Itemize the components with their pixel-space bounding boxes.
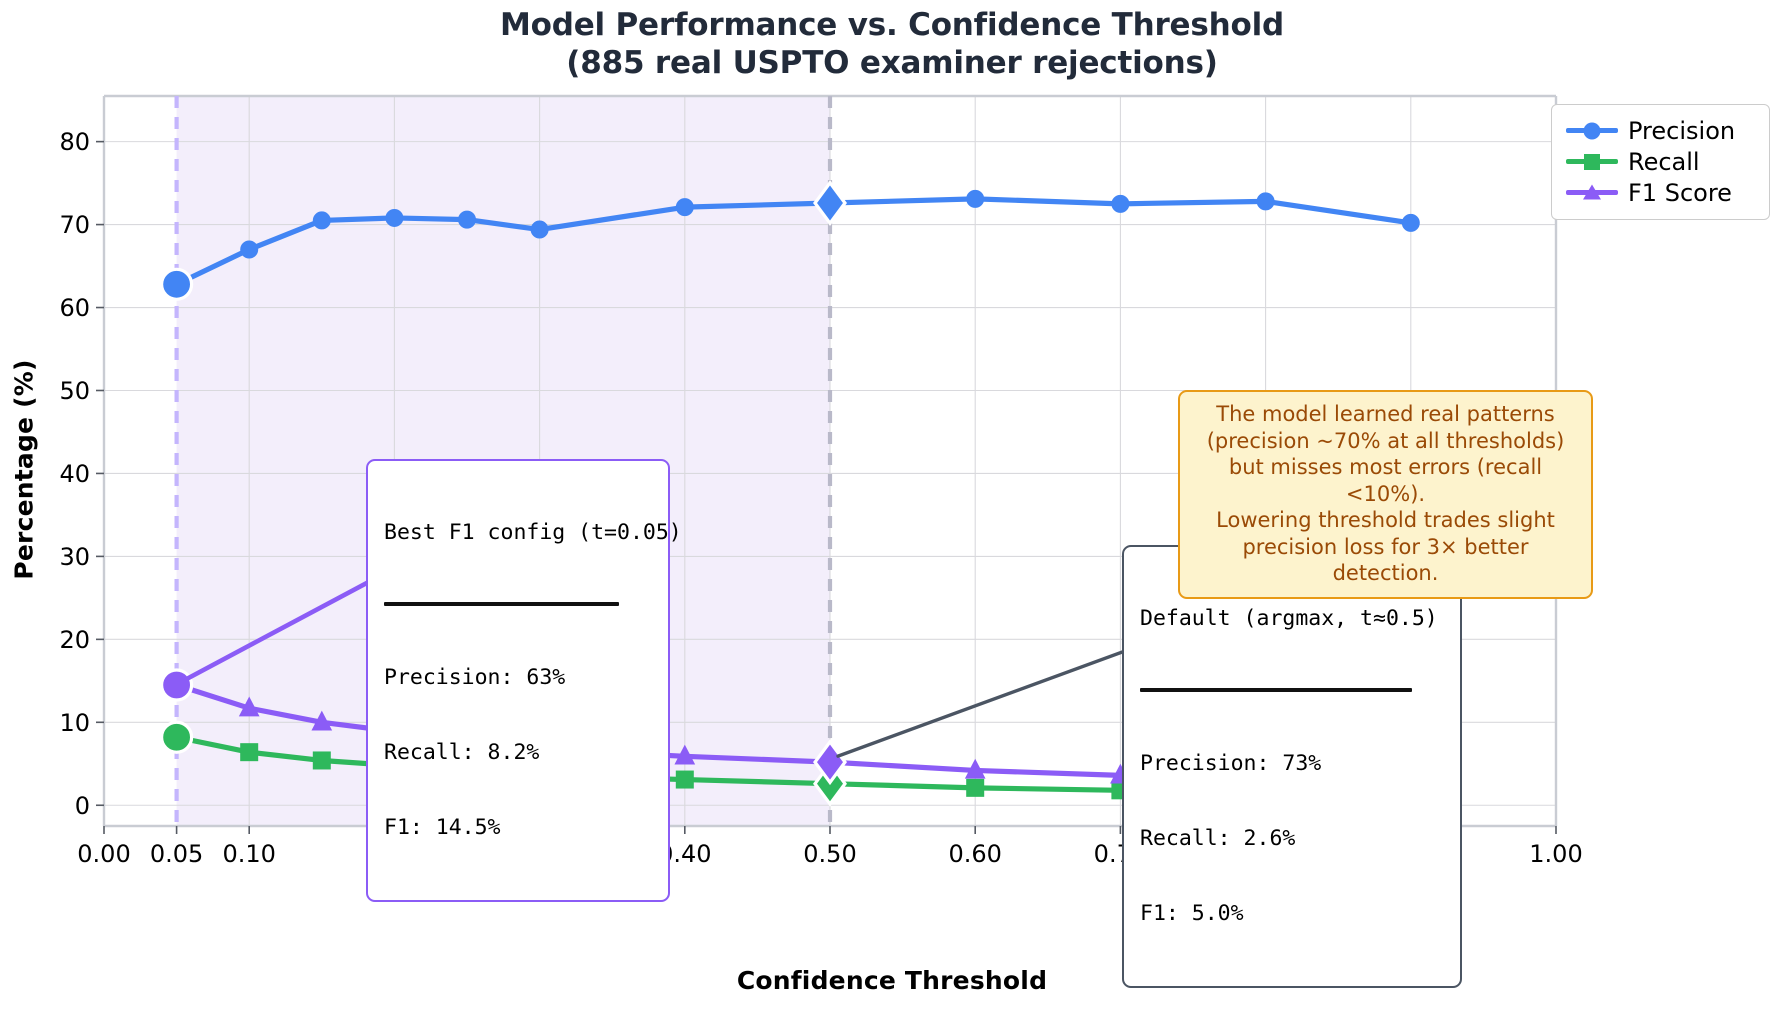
data-point-precision <box>312 211 331 230</box>
data-point-precision <box>458 210 476 229</box>
note-line-5: precision loss for 3× better detection. <box>1242 534 1529 586</box>
chart-title-line1: Model Performance vs. Confidence Thresho… <box>499 7 1285 43</box>
data-point-precision <box>966 189 985 208</box>
data-point-f1-score <box>674 744 696 765</box>
y-tick-label: 30 <box>59 543 90 571</box>
note-line-3: but misses most errors (recall <10%). <box>1228 455 1543 506</box>
data-point-precision <box>1401 213 1420 232</box>
data-point-precision <box>385 208 404 227</box>
default-precision: Precision: 73% <box>1140 751 1322 776</box>
y-tick-label: 0 <box>75 792 90 820</box>
data-point-precision <box>240 240 259 259</box>
x-tick-label: 0.60 <box>948 840 1001 868</box>
highlight-marker-default-precision <box>813 180 847 226</box>
annotation-default-argmax: Default (argmax, t≈0.5) Precision: 73% R… <box>1122 545 1462 988</box>
page-title: Model Performance vs. Confidence Thresho… <box>0 6 1784 82</box>
highlight-marker-best-f1-recall <box>160 720 194 754</box>
y-axis-label: Percentage (%) <box>9 359 39 580</box>
default-f1: F1: 5.0% <box>1140 901 1244 926</box>
best-f1-header: Best F1 config (t=0.05) <box>384 520 682 545</box>
chart-legend: Precision Recall F1 Score <box>1551 104 1770 220</box>
best-f1-f1: F1: 14.5% <box>384 815 501 840</box>
data-point-f1-score <box>311 710 333 731</box>
default-recall: Recall: 2.6% <box>1140 826 1296 851</box>
default-header: Default (argmax, t≈0.5) <box>1140 606 1438 631</box>
y-tick-label: 70 <box>59 211 90 239</box>
note-line-4: Lowering threshold trades slight <box>1216 508 1555 532</box>
highlight-marker-best-f1-precision <box>160 267 194 301</box>
y-tick-label: 60 <box>59 294 90 322</box>
data-point-recall <box>240 743 259 762</box>
chart-title-line2: (885 real USPTO examiner rejections) <box>566 45 1218 81</box>
legend-label-f1-score: F1 Score <box>1628 178 1732 207</box>
data-point-recall <box>966 778 985 797</box>
y-tick-label: 40 <box>59 460 90 488</box>
data-point-f1-score <box>964 758 986 779</box>
y-tick-label: 50 <box>59 377 90 405</box>
note-line-2: (precision ~70% at all thresholds) <box>1206 428 1565 453</box>
highlight-marker-best-f1-f1-score <box>160 668 194 702</box>
data-point-precision <box>1256 192 1275 211</box>
annotation-best-f1-config: Best F1 config (t=0.05) Precision: 63% R… <box>366 459 682 902</box>
legend-item-f1[interactable]: F1 Score <box>1566 177 1757 208</box>
note-line-1: The model learned real patterns <box>1216 402 1555 426</box>
series-line-precision <box>174 196 1414 287</box>
x-tick-label: 0.00 <box>77 840 130 868</box>
x-tick-label: 0.50 <box>803 840 856 868</box>
legend-item-recall[interactable]: Recall <box>1566 146 1757 177</box>
legend-label-recall: Recall <box>1628 147 1700 176</box>
recall-marker-icon <box>1566 151 1618 173</box>
legend-item-precision[interactable]: Precision <box>1566 115 1757 146</box>
data-point-recall <box>675 770 694 789</box>
best-f1-precision: Precision: 63% <box>384 665 566 690</box>
data-point-precision <box>530 220 549 239</box>
annotation-interpretation-note: The model learned real patterns (precisi… <box>1178 390 1593 599</box>
data-point-precision <box>1111 194 1130 213</box>
precision-marker-icon <box>1566 120 1618 142</box>
best-f1-recall: Recall: 8.2% <box>384 740 540 765</box>
data-point-recall <box>312 751 331 770</box>
x-tick-label: 1.00 <box>1529 840 1582 868</box>
legend-label-precision: Precision <box>1628 116 1736 145</box>
x-tick-label: 0.05 <box>150 840 203 868</box>
f1-marker-icon <box>1566 182 1618 204</box>
x-axis-label: Confidence Threshold <box>736 966 1048 995</box>
y-tick-label: 80 <box>59 128 90 156</box>
y-tick-label: 10 <box>59 709 90 737</box>
data-point-precision <box>675 198 694 217</box>
x-tick-label: 0.10 <box>222 840 275 868</box>
y-tick-label: 20 <box>59 626 90 654</box>
default-divider <box>1140 688 1412 692</box>
data-point-f1-score <box>238 696 260 717</box>
best-f1-divider <box>384 602 619 606</box>
